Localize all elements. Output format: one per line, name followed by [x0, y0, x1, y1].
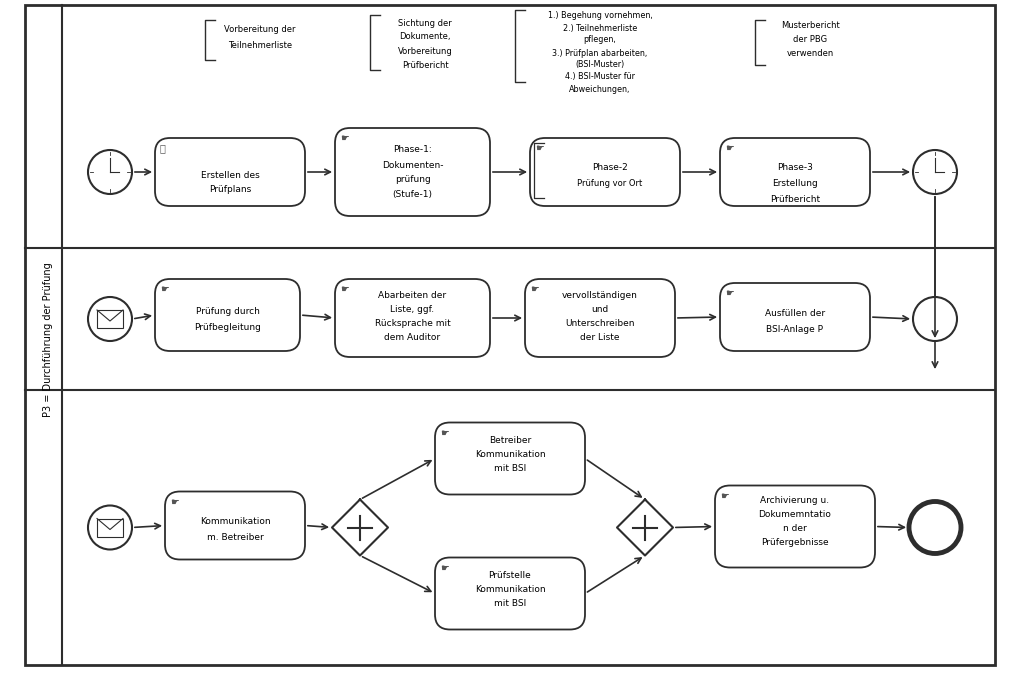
- Text: Phase-3: Phase-3: [777, 162, 813, 172]
- Text: m. Betreiber: m. Betreiber: [207, 533, 263, 542]
- FancyBboxPatch shape: [525, 279, 675, 357]
- Text: und: und: [592, 304, 608, 314]
- Text: (BSI-Muster): (BSI-Muster): [575, 61, 625, 69]
- Text: Rücksprache mit: Rücksprache mit: [375, 318, 451, 328]
- Text: Dokumemntatio: Dokumemntatio: [759, 510, 831, 519]
- Text: Prüfbegleitung: Prüfbegleitung: [195, 324, 261, 332]
- Text: Prüfplans: Prüfplans: [209, 186, 251, 194]
- Text: vervollständigen: vervollständigen: [562, 291, 638, 299]
- Text: Kommunikation: Kommunikation: [200, 517, 270, 526]
- Text: Ausfüllen der: Ausfüllen der: [765, 308, 825, 318]
- Text: ☛: ☛: [440, 427, 449, 437]
- FancyBboxPatch shape: [335, 128, 490, 216]
- FancyBboxPatch shape: [720, 138, 870, 206]
- Text: ☛: ☛: [720, 491, 729, 501]
- FancyBboxPatch shape: [530, 138, 680, 206]
- Text: Prüfergebnisse: Prüfergebnisse: [761, 538, 828, 547]
- Text: ☛: ☛: [170, 497, 179, 507]
- Text: Betreiber: Betreiber: [488, 436, 531, 445]
- Text: Teilnehmerliste: Teilnehmerliste: [228, 40, 292, 50]
- Text: der PBG: der PBG: [793, 34, 827, 44]
- Text: BSI-Anlage P: BSI-Anlage P: [767, 324, 823, 334]
- Text: Unterschreiben: Unterschreiben: [565, 318, 635, 328]
- Text: mit BSI: mit BSI: [494, 464, 526, 473]
- Text: ☛: ☛: [530, 284, 539, 294]
- Text: Prüfbericht: Prüfbericht: [401, 61, 449, 69]
- Circle shape: [909, 501, 961, 553]
- Text: Abweichungen,: Abweichungen,: [569, 85, 631, 94]
- Text: verwenden: verwenden: [786, 48, 834, 57]
- Text: 3.) Prüfplan abarbeiten,: 3.) Prüfplan abarbeiten,: [552, 48, 647, 57]
- FancyBboxPatch shape: [715, 485, 874, 567]
- Text: 👤: 👤: [160, 143, 166, 153]
- Text: dem Auditor: dem Auditor: [384, 332, 440, 341]
- Text: Dokumenten-: Dokumenten-: [382, 162, 443, 170]
- Text: pflegen,: pflegen,: [584, 36, 616, 44]
- Circle shape: [88, 150, 132, 194]
- Polygon shape: [332, 499, 388, 555]
- Text: prüfung: prüfung: [394, 176, 430, 184]
- Text: mit BSI: mit BSI: [494, 599, 526, 608]
- Text: Kommunikation: Kommunikation: [475, 585, 546, 594]
- FancyBboxPatch shape: [435, 423, 585, 495]
- Text: Erstellen des: Erstellen des: [201, 172, 259, 180]
- FancyBboxPatch shape: [155, 279, 300, 351]
- Text: n der: n der: [783, 524, 807, 533]
- Text: Vorbereitung der: Vorbereitung der: [224, 26, 296, 34]
- Text: 2.) Teilnehmerliste: 2.) Teilnehmerliste: [563, 24, 637, 32]
- Text: ☛: ☛: [340, 133, 349, 143]
- Text: ☛: ☛: [725, 288, 734, 298]
- Text: Abarbeiten der: Abarbeiten der: [379, 291, 446, 299]
- Text: Prüfung durch: Prüfung durch: [196, 306, 259, 316]
- Text: Kommunikation: Kommunikation: [475, 450, 546, 459]
- FancyBboxPatch shape: [155, 138, 305, 206]
- Text: 4.) BSI-Muster für: 4.) BSI-Muster für: [565, 73, 635, 81]
- FancyBboxPatch shape: [720, 283, 870, 351]
- Text: Archivierung u.: Archivierung u.: [761, 496, 829, 505]
- Text: ☛: ☛: [725, 143, 734, 153]
- Circle shape: [913, 150, 957, 194]
- FancyBboxPatch shape: [435, 557, 585, 629]
- Circle shape: [88, 505, 132, 549]
- Text: Phase-1:: Phase-1:: [393, 145, 432, 155]
- Text: Vorbereitung: Vorbereitung: [397, 46, 453, 55]
- Circle shape: [913, 297, 957, 341]
- Bar: [97, 518, 123, 536]
- Text: 1.) Begehung vornehmen,: 1.) Begehung vornehmen,: [548, 11, 652, 20]
- Text: ☛: ☛: [340, 284, 349, 294]
- Text: Prüfung vor Ort: Prüfung vor Ort: [578, 180, 643, 188]
- Text: ☛: ☛: [440, 563, 449, 573]
- Text: Liste, ggf.: Liste, ggf.: [390, 304, 434, 314]
- Polygon shape: [617, 499, 673, 555]
- Text: ☛: ☛: [535, 143, 544, 153]
- FancyBboxPatch shape: [335, 279, 490, 357]
- Text: Sichtung der: Sichtung der: [398, 18, 452, 28]
- Text: Prüfstelle: Prüfstelle: [488, 571, 531, 580]
- FancyBboxPatch shape: [165, 491, 305, 559]
- Circle shape: [88, 297, 132, 341]
- Text: Phase-2: Phase-2: [592, 162, 628, 172]
- Text: Musterbericht: Musterbericht: [780, 20, 840, 30]
- Text: P3 = Durchführung der Prüfung: P3 = Durchführung der Prüfung: [43, 262, 53, 417]
- Text: Prüfbericht: Prüfbericht: [770, 195, 820, 205]
- Bar: [97, 310, 123, 328]
- Text: Dokumente,: Dokumente,: [399, 32, 451, 42]
- Text: ☛: ☛: [160, 284, 169, 294]
- Text: der Liste: der Liste: [581, 332, 620, 341]
- Text: Erstellung: Erstellung: [772, 180, 818, 188]
- Text: (Stufe-1): (Stufe-1): [392, 190, 432, 199]
